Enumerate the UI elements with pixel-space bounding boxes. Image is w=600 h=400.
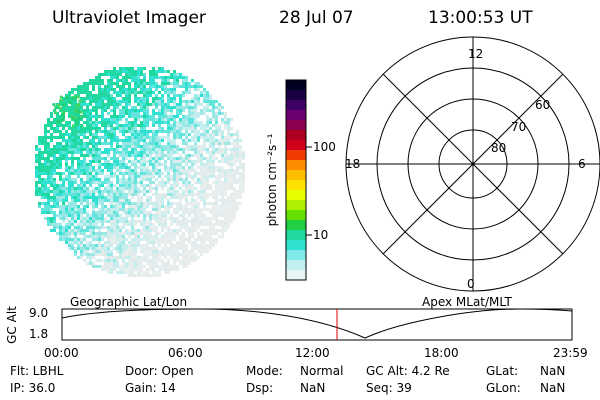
altitude-axis-label: GC Alt [5,306,19,344]
polar-label-60: 60 [535,98,551,112]
colorbar-tick-100: 100 [313,140,336,154]
glat-label: GLat: [486,364,519,378]
dsp-value: NaN [300,381,326,395]
time-tick-2359: 23:59 [553,346,588,360]
gc-alt-status: GC Alt: 4.2 Re [366,364,450,378]
time-tick-1800: 18:00 [424,346,459,360]
colorbar-tick-10: 10 [313,228,329,242]
polar-label-70: 70 [511,120,527,134]
filter-status: Flt: LBHL [10,364,64,378]
seq-status: Seq: 39 [366,381,412,395]
dsp-label: Dsp: [246,381,274,395]
glon-label: GLon: [486,381,521,395]
polar-label-12: 12 [468,47,484,61]
date-label: 28 Jul 07 [279,8,354,28]
time-tick-0000: 00:00 [44,346,79,360]
time-tick-0600: 06:00 [168,346,203,360]
imager-title: Ultraviolet Imager [52,8,206,28]
door-status: Door: Open [125,364,194,378]
mode-label: Mode: [246,364,283,378]
altitude-tick-1.8: 1.8 [29,327,49,341]
polar-label-18: 18 [345,157,361,171]
mode-value: Normal [300,364,344,378]
ip-status: IP: 36.0 [10,381,56,395]
altitude-tick-9: 9.0 [29,306,49,320]
polar-label-0: 0 [467,277,475,291]
glat-value: NaN [540,364,566,378]
gain-status: Gain: 14 [125,381,176,395]
glon-value: NaN [540,381,566,395]
time-label: 13:00:53 UT [428,8,533,28]
polar-label-80: 80 [491,141,507,155]
geo-coordinates-label: Geographic Lat/Lon [70,295,188,309]
apex-coordinates-label: Apex MLat/MLT [422,295,512,309]
polar-label-6: 6 [578,157,586,171]
time-tick-1200: 12:00 [295,346,330,360]
